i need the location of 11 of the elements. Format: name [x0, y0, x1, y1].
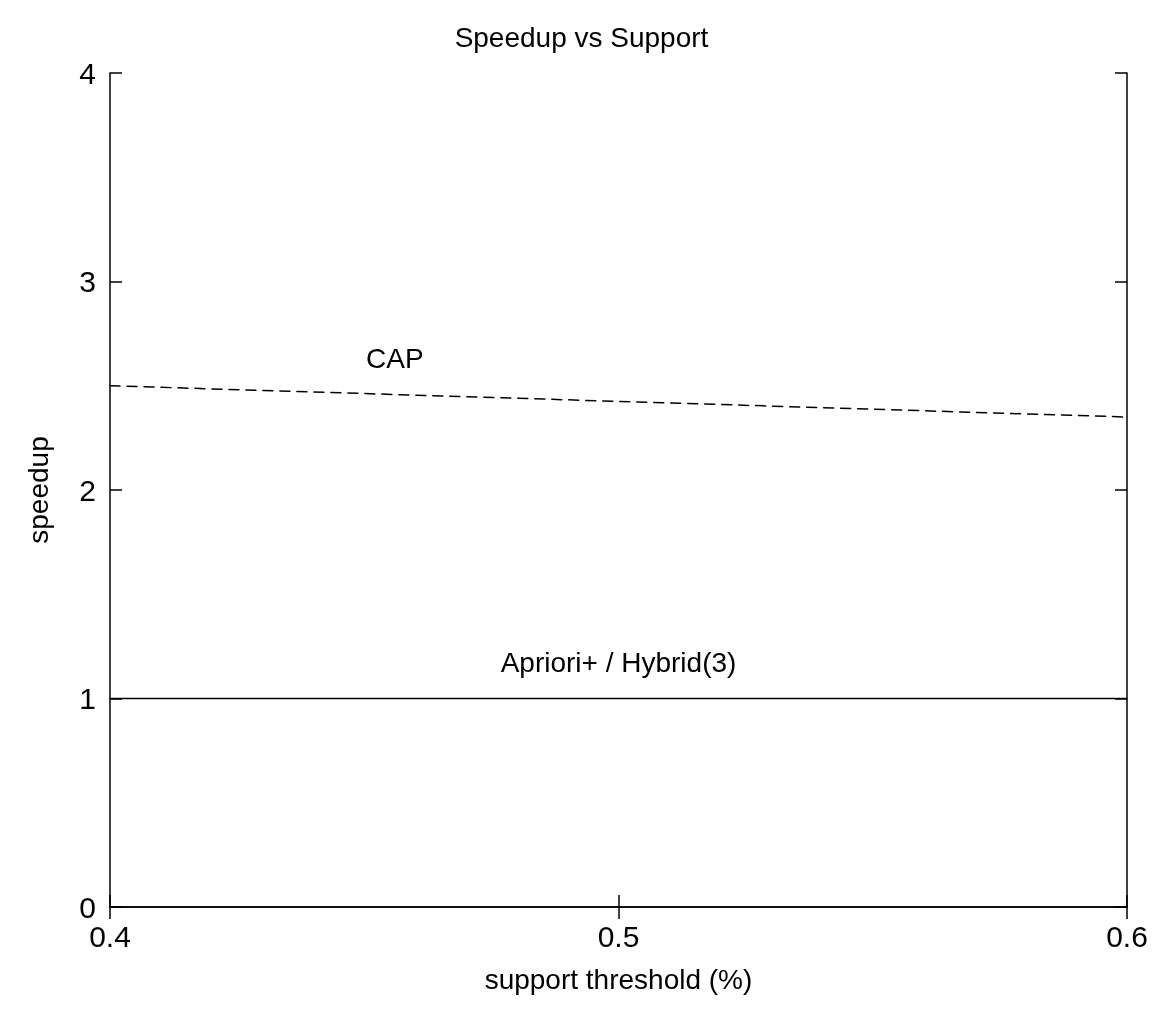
- y-tick-label: 2: [79, 473, 96, 507]
- series-label: Apriori+ / Hybrid(3): [500, 647, 737, 678]
- x-tick-label: 0.5: [597, 919, 640, 953]
- y-tick-label: 3: [79, 265, 96, 298]
- x-tick-label: 0.6: [1106, 919, 1148, 953]
- series-label: CAP: [365, 343, 424, 375]
- chart-title: Speedup vs Support: [454, 21, 709, 53]
- x-axis-title: support threshold (%): [484, 963, 753, 995]
- y-tick-label: 4: [79, 56, 96, 90]
- y-tick-label: 1: [79, 682, 96, 715]
- y-axis-title: speedup: [22, 436, 54, 544]
